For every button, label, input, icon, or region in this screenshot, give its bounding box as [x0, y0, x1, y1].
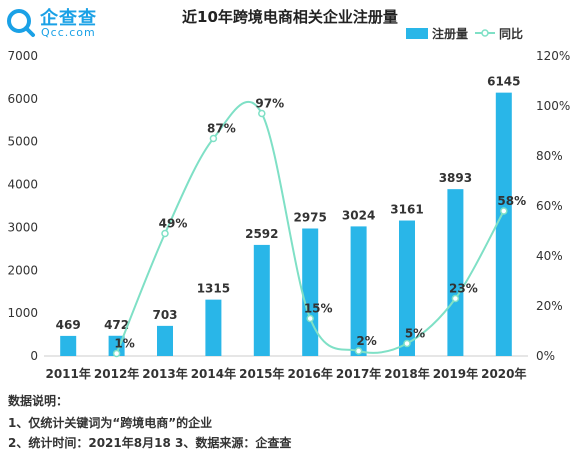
chart: 0 1000 2000 3000 4000 5000 6000 7000 0% 20% 40% 60%…: [7, 26, 570, 381]
x-tick-label: 2019年: [433, 366, 478, 381]
y-left-tick-label: 3000: [7, 220, 38, 234]
legend-line-marker: [481, 29, 489, 37]
qcc-logo-mark-icon: [7, 9, 35, 37]
yoy-point: [112, 349, 121, 358]
x-tick-label: 2014年: [191, 366, 236, 381]
bar-value-label: 3024: [342, 208, 375, 222]
y-left-tick-label: 5000: [7, 135, 38, 149]
brand-name: 企查查: [40, 8, 97, 29]
bar-value-label: 1315: [197, 282, 230, 296]
yoy-point: [161, 229, 169, 238]
yoy-value-label: 58%: [497, 194, 526, 208]
brand-url: Qcc.com: [41, 26, 96, 39]
bar-value-label: 3161: [390, 203, 423, 217]
y-left-tick-label: 4000: [7, 178, 38, 192]
bar: [399, 220, 415, 356]
bar: [253, 244, 270, 356]
y-left-tick-label: 1000: [7, 306, 38, 320]
yoy-value-label: 1%: [114, 337, 134, 351]
bar-value-label: 469: [56, 318, 81, 332]
bar: [447, 189, 464, 356]
yoy-value-label: 23%: [449, 282, 478, 296]
yoy-value-label: 97%: [255, 97, 284, 111]
y-right-tick-label: 60%: [536, 199, 563, 213]
x-tick-label: 2020年: [481, 366, 526, 381]
x-tick-label: 2013年: [142, 366, 187, 381]
y-right-tick-label: 0%: [536, 349, 555, 363]
x-tick-label: 2017年: [336, 366, 381, 381]
y-right-tick-label: 80%: [536, 149, 563, 163]
x-tick-label: 2016年: [287, 366, 332, 381]
chart-title: 近10年跨境电商相关企业注册量: [182, 8, 398, 26]
y-right-tick-label: 20%: [536, 299, 563, 313]
x-tick-label: 2011年: [45, 366, 90, 381]
yoy-value-label: 5%: [405, 327, 425, 341]
yoy-point: [306, 314, 314, 323]
yoy-point: [258, 109, 266, 118]
y-right-tick-label: 100%: [536, 99, 570, 113]
legend-line-label: 同比: [499, 26, 523, 41]
notes-heading: 数据说明：: [8, 394, 69, 408]
bar: [205, 299, 222, 356]
yoy-point: [354, 347, 363, 355]
y-left-tick-label: 2000: [7, 263, 38, 277]
yoy-value-label: 49%: [159, 217, 188, 231]
bar: [495, 92, 512, 357]
yoy-value-label: 87%: [207, 122, 236, 136]
yoy-value-label: 15%: [304, 302, 333, 316]
bar: [60, 335, 77, 356]
yoy-point: [403, 339, 411, 348]
y-right-tick-label: 120%: [536, 49, 570, 63]
bar-value-label: 6145: [487, 75, 520, 89]
bar-value-label: 472: [104, 318, 129, 332]
x-tick-label: 2015年: [239, 366, 284, 381]
y-right-tick-label: 40%: [536, 249, 563, 263]
x-tick-label: 2018年: [384, 366, 429, 381]
bar-value-label: 2592: [245, 227, 278, 241]
bar: [157, 325, 173, 356]
bar: [350, 226, 367, 356]
legend-bar-label: 注册量: [432, 26, 468, 41]
yoy-point: [500, 207, 508, 215]
yoy-line: [115, 100, 505, 354]
bar-value-label: 2975: [293, 211, 326, 225]
x-tick-label: 2012年: [94, 366, 139, 381]
note-line-1: 1、仅统计关键词为“跨境电商”的企业: [8, 416, 213, 430]
yoy-point: [451, 294, 460, 303]
qcc-logo: 企查查 Qcc.com: [6, 4, 136, 42]
bar-value-label: 703: [152, 308, 177, 322]
y-left-tick-label: 7000: [7, 49, 38, 63]
y-left-tick-label: 0: [30, 349, 38, 363]
bar-value-label: 3893: [439, 171, 472, 185]
legend-bar-swatch: [406, 28, 428, 39]
yoy-value-label: 2%: [356, 334, 376, 348]
bar: [302, 228, 319, 356]
note-line-2: 2、统计时间：2021年8月18 3、数据来源：企查查: [8, 436, 292, 450]
yoy-point: [209, 134, 218, 143]
y-left-tick-label: 6000: [7, 92, 38, 106]
